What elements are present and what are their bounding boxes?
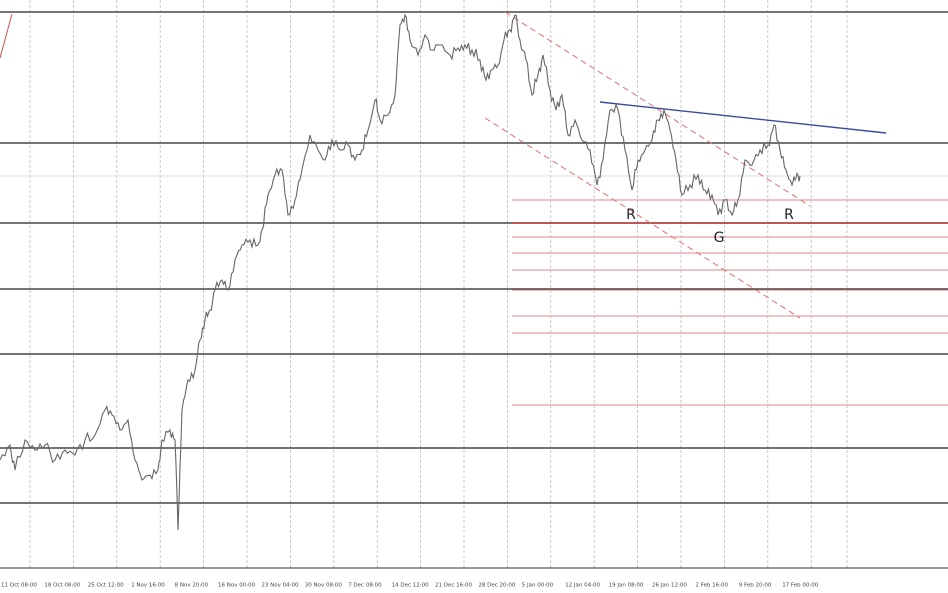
x-tick-label: 26 Jan 12:00 [652, 583, 687, 589]
levels [0, 11, 948, 504]
x-tick-label: 8 Nov 20:00 [175, 583, 209, 589]
annotation: R [626, 207, 636, 223]
x-tick-label: 17 Feb 00:00 [782, 583, 819, 589]
trend-fragment [0, 13, 13, 59]
x-tick-label: 14 Dec 12:00 [392, 583, 429, 589]
x-tick-label: 25 Oct 12:00 [88, 583, 124, 589]
x-tick-label: 16 Nov 00:00 [218, 583, 256, 589]
x-tick-label: 5 Jan 00:00 [522, 583, 554, 589]
x-tick-label: 18 Oct 08:00 [44, 583, 80, 589]
x-tick-label: 12 Jan 04:00 [565, 583, 600, 589]
annotation: G [714, 230, 725, 246]
x-tick-label: 28 Dec 20:00 [478, 583, 515, 589]
price-line [0, 13, 801, 531]
x-tick-label: 11 Oct 08:00 [1, 583, 37, 589]
x-tick-label: 19 Jan 08:00 [609, 583, 644, 589]
x-axis-labels: 11 Oct 08:00 18 Oct 08:00 25 Oct 12:00 1 No… [1, 583, 819, 589]
grid [29, 0, 848, 568]
channel [484, 11, 811, 319]
x-tick-label: 7 Dec 08:00 [348, 583, 382, 589]
x-tick-label: 1 Nov 16:00 [131, 583, 165, 589]
x-tick-label: 2 Feb 16:00 [695, 583, 728, 589]
neckline [599, 101, 887, 134]
x-tick-label: 30 Nov 08:00 [305, 583, 343, 589]
fib-levels [512, 199, 948, 406]
x-tick-label: 9 Feb 20:00 [739, 583, 772, 589]
x-tick-label: 23 Nov 04:00 [261, 583, 299, 589]
annotation: R [784, 207, 794, 223]
x-tick-label: 21 Dec 16:00 [435, 583, 472, 589]
